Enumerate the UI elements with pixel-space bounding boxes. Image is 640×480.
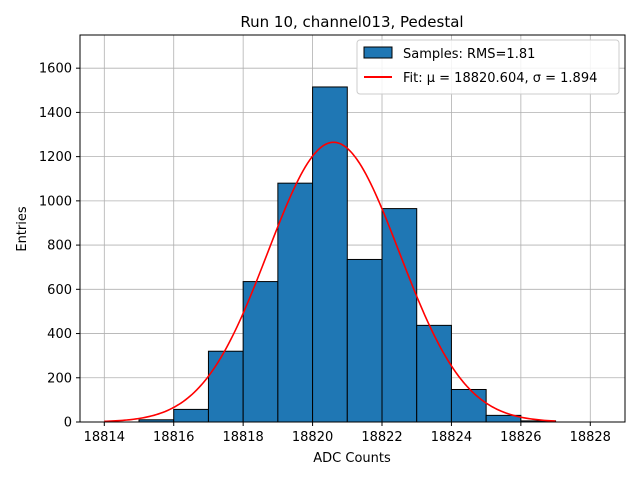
histogram-bar [277,182,314,423]
legend-box [356,39,620,95]
histogram-bars [138,86,557,423]
histogram-bar [173,408,209,423]
y-tick-label: 800 [47,239,72,254]
fit-curve-group [104,141,556,423]
x-axis-label: ADC Counts [313,451,391,466]
x-tick-label: 18828 [570,430,611,445]
histogram-bar [450,388,487,423]
y-tick-label: 1000 [39,194,72,209]
y-axis-ticks: 0 200 400 600 800 1000 1200 1400 1600 [39,62,80,431]
y-tick-label: 1600 [39,62,72,77]
x-tick-label: 18818 [222,430,263,445]
histogram-bar [346,258,383,423]
x-tick-label: 18822 [361,430,402,445]
histogram-bar [416,324,452,423]
x-tick-label: 18826 [500,430,541,445]
x-tick-label: 18816 [153,430,194,445]
chart-title: Run 10, channel013, Pedestal [240,13,463,31]
y-tick-label: 1400 [39,106,72,121]
legend-label-fit: Fit: μ = 18820.604, σ = 1.894 [403,71,597,86]
legend-swatch-samples [363,46,393,59]
grid [80,35,625,423]
y-tick-label: 200 [47,371,72,386]
y-axis-label: Entries [15,206,30,252]
y-tick-label: 1200 [39,150,72,165]
legend: Samples: RMS=1.81 Fit: μ = 18820.604, σ … [356,39,620,95]
histogram-bar [312,86,348,423]
y-tick-label: 400 [47,327,72,342]
plot-frame [79,34,626,423]
x-tick-label: 18820 [292,430,333,445]
x-axis-ticks: 18814 18816 18818 18820 18822 18824 18826 18828 [84,422,611,445]
histogram-bar [207,350,244,423]
x-tick-label: 18814 [84,430,125,445]
legend-label-samples: Samples: RMS=1.81 [403,47,535,62]
fit-curve [104,141,556,423]
x-tick-label: 18824 [431,430,472,445]
y-tick-label: 0 [64,416,72,431]
y-tick-label: 600 [47,283,72,298]
histogram-bar [381,208,418,423]
